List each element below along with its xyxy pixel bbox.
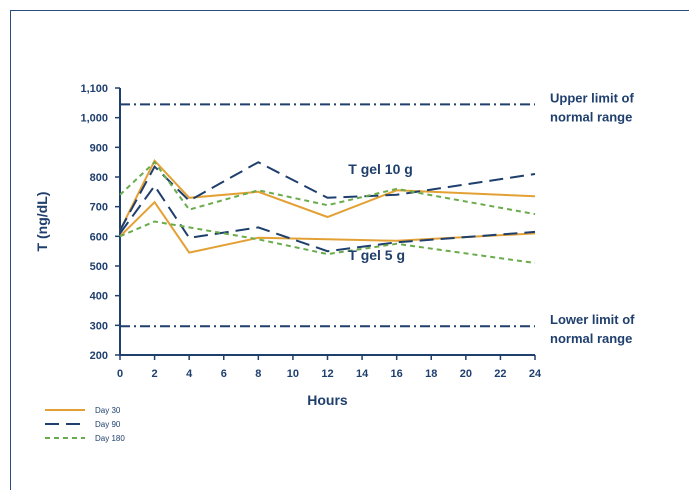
- x-tick-label: 0: [117, 368, 123, 380]
- series-annotation: T gel 5 g: [348, 247, 405, 263]
- y-tick-label: 500: [90, 261, 108, 273]
- x-tick-label: 10: [287, 368, 299, 380]
- x-tick-label: 8: [255, 368, 261, 380]
- y-tick-label: 600: [90, 231, 108, 243]
- x-tick-label: 24: [529, 368, 542, 380]
- y-tick-label: 800: [90, 172, 108, 184]
- reference-label: normal range: [550, 109, 632, 124]
- y-tick-label: 700: [90, 202, 108, 214]
- series-annotation: T gel 10 g: [348, 161, 413, 177]
- day-30-t-gel-10-g-line: [120, 161, 535, 231]
- y-tick-label: 200: [90, 350, 108, 362]
- y-tick-label: 1,000: [80, 113, 108, 125]
- x-tick-label: 12: [321, 368, 333, 380]
- reference-label: Upper limit of: [550, 90, 634, 105]
- y-tick-label: 900: [90, 142, 108, 154]
- x-tick-label: 16: [391, 368, 403, 380]
- reference-label: normal range: [550, 331, 632, 346]
- legend-label: Day 90: [95, 420, 121, 429]
- x-axis-title: Hours: [307, 392, 348, 408]
- x-tick-label: 20: [460, 368, 472, 380]
- y-tick-label: 1,100: [80, 83, 108, 95]
- y-tick-label: 400: [90, 291, 108, 303]
- x-tick-label: 14: [356, 368, 369, 380]
- reference-label: Lower limit of: [550, 312, 635, 327]
- x-tick-label: 22: [494, 368, 506, 380]
- day-90-t-gel-10-g-line: [120, 162, 535, 230]
- legend-label: Day 180: [95, 434, 125, 443]
- x-tick-label: 6: [221, 368, 227, 380]
- legend-label: Day 30: [95, 406, 121, 415]
- y-axis-title: T (ng/dL): [34, 192, 50, 252]
- x-tick-label: 2: [152, 368, 158, 380]
- x-tick-label: 18: [425, 368, 437, 380]
- day-180-t-gel-10-g-line: [120, 162, 535, 214]
- x-tick-label: 4: [186, 368, 193, 380]
- y-tick-label: 300: [90, 320, 108, 332]
